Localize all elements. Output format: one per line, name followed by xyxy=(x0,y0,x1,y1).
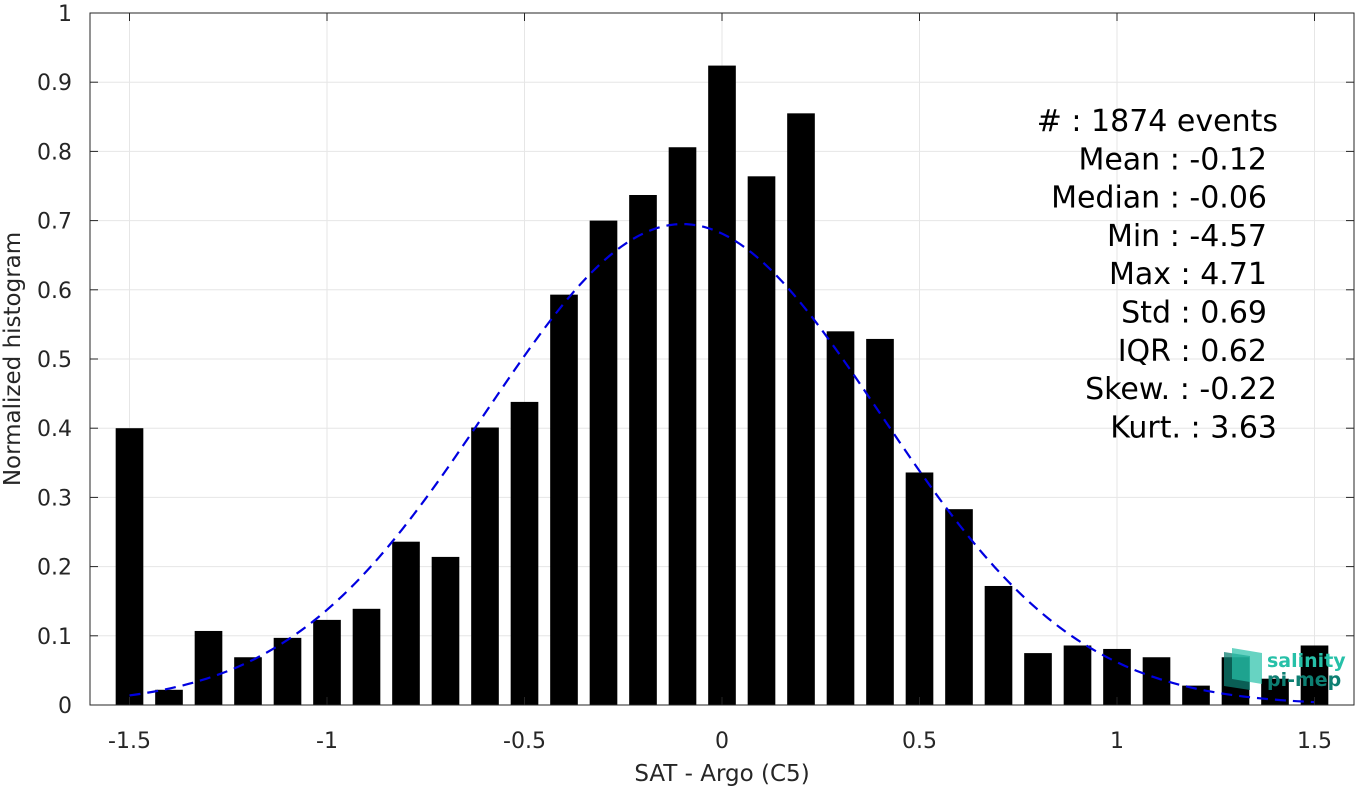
x-tick-label: 1 xyxy=(1110,729,1124,754)
logo-text-line2: pi-mep xyxy=(1267,669,1341,691)
y-axis-label: Normalized histogram xyxy=(0,232,26,486)
y-axis-ticks: 0 0.1 0.2 0.3 0.4 0.5 0.6 0.7 0.8 0.9 1 xyxy=(37,2,1354,719)
stats-line: Std : 0.69 xyxy=(1121,296,1267,331)
stats-line: Max : 4.71 xyxy=(1109,257,1267,292)
histogram-bar xyxy=(313,619,341,705)
stats-line: Min : -4.57 xyxy=(1107,219,1267,254)
histogram-bar xyxy=(629,194,657,705)
histogram-bar xyxy=(431,556,460,705)
histogram-bar xyxy=(787,113,815,706)
y-tick-label: 0.7 xyxy=(37,210,72,235)
x-axis-label: SAT - Argo (C5) xyxy=(634,761,809,787)
x-tick-label: 1.5 xyxy=(1297,729,1332,754)
x-axis-ticks: -1.5 -1 -0.5 0 0.5 1 1.5 xyxy=(108,13,1332,754)
histogram-bar xyxy=(234,657,262,705)
stats-line: IQR : 0.62 xyxy=(1118,334,1267,369)
stats-line: Skew. : -0.22 xyxy=(1085,372,1277,407)
x-tick-label: -0.5 xyxy=(503,729,546,754)
histogram-bar xyxy=(392,541,420,705)
histogram-bar xyxy=(1063,645,1092,705)
histogram-bar xyxy=(1182,685,1210,705)
histogram-bar xyxy=(273,637,302,705)
histogram-bar xyxy=(1024,653,1052,705)
histogram-bar xyxy=(826,331,855,705)
histogram-bar xyxy=(510,401,539,705)
y-tick-label: 0 xyxy=(58,694,72,719)
histogram-bar xyxy=(589,220,618,705)
logo-cube-face-icon xyxy=(1232,648,1262,684)
y-tick-label: 0.3 xyxy=(37,486,72,511)
histogram-bar xyxy=(945,509,973,705)
stats-line: Mean : -0.12 xyxy=(1078,142,1267,177)
y-tick-label: 0.4 xyxy=(37,417,72,442)
histogram-bars xyxy=(115,65,1329,706)
logo-text-line1: salinity xyxy=(1267,650,1346,672)
y-tick-label: 0.6 xyxy=(37,279,72,304)
histogram-bar xyxy=(550,294,578,705)
histogram-bar xyxy=(1142,657,1171,705)
stats-line: # : 1874 events xyxy=(1037,104,1278,139)
histogram-bar xyxy=(1300,645,1329,705)
histogram-bar xyxy=(984,585,1013,705)
histogram-bar xyxy=(115,428,144,705)
y-tick-label: 0.5 xyxy=(37,348,72,373)
y-tick-label: 0.1 xyxy=(37,625,72,650)
histogram-bar xyxy=(866,338,894,705)
x-tick-label: -1.5 xyxy=(108,729,151,754)
y-tick-label: 1 xyxy=(58,2,72,27)
x-tick-label: -1 xyxy=(316,729,338,754)
stats-line: Median : -0.06 xyxy=(1051,181,1267,216)
histogram-bar xyxy=(905,472,934,705)
salinity-pimep-logo: salinity pi-mep xyxy=(1224,648,1346,691)
histogram-bar xyxy=(352,608,381,705)
histogram-bar xyxy=(668,147,697,706)
histogram-bar xyxy=(471,427,499,705)
gaussian-fit-curve xyxy=(129,222,1315,704)
x-tick-label: 0 xyxy=(715,729,729,754)
y-tick-label: 0.8 xyxy=(37,140,72,165)
histogram-bar xyxy=(708,65,736,706)
x-tick-label: 0.5 xyxy=(902,729,937,754)
y-tick-label: 0.2 xyxy=(37,556,72,581)
histogram-bar xyxy=(155,689,183,705)
histogram-bar xyxy=(747,176,776,705)
histogram-bar xyxy=(194,630,223,705)
y-tick-label: 0.9 xyxy=(37,71,72,96)
stats-line: Kurt. : 3.63 xyxy=(1110,410,1277,445)
